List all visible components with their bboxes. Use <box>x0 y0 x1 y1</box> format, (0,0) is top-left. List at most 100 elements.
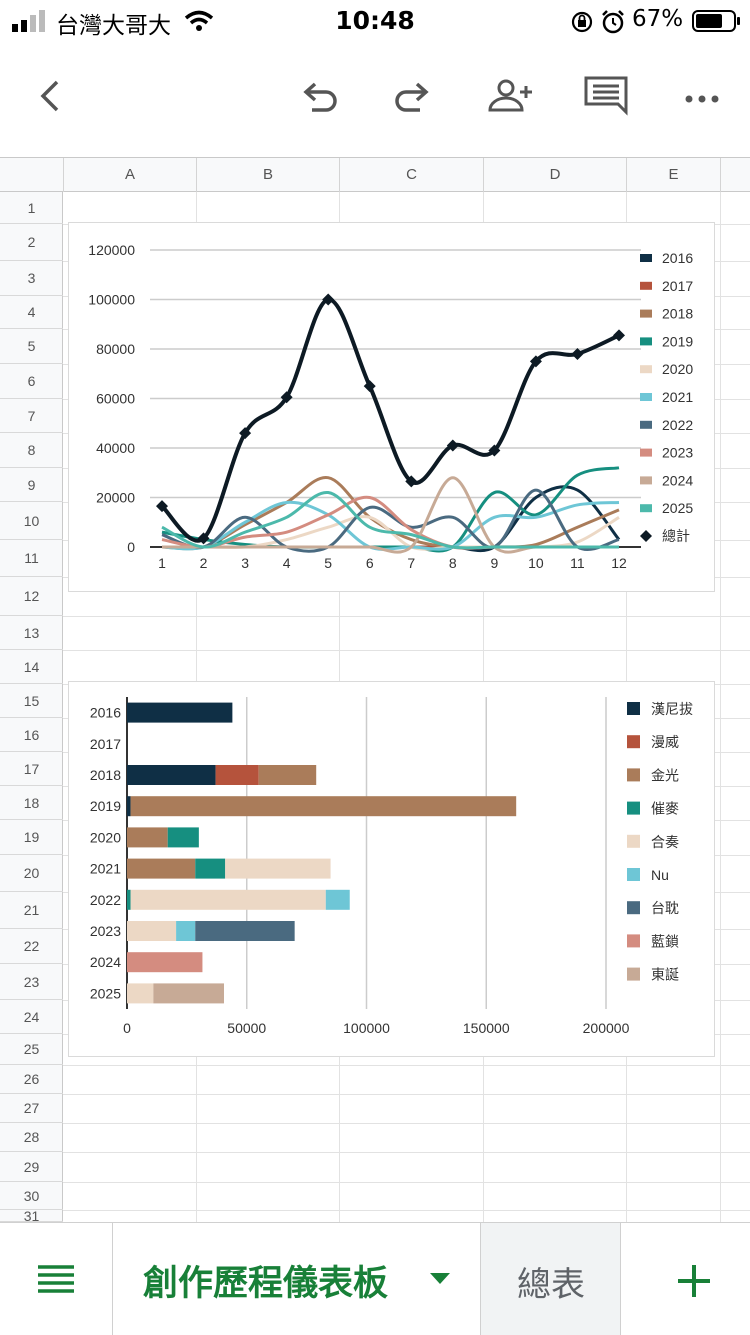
legend-label-漫威: 漫威 <box>651 734 679 750</box>
row-header-17[interactable]: 17 <box>0 752 63 786</box>
row-header-22[interactable]: 22 <box>0 929 63 964</box>
more-button[interactable] <box>672 66 732 126</box>
sheet-tab-bar: 創作歷程儀表板 總表 <box>0 1222 750 1335</box>
data-point-總計 <box>446 439 459 452</box>
row-header-6[interactable]: 6 <box>0 364 63 399</box>
bar-2016-漢尼拔 <box>127 702 233 723</box>
row-header-8[interactable]: 8 <box>0 433 63 468</box>
row-header-30[interactable]: 30 <box>0 1182 63 1210</box>
row-header-4[interactable]: 4 <box>0 296 63 329</box>
row-header-7[interactable]: 7 <box>0 399 63 433</box>
row-gridline <box>63 1065 750 1066</box>
row-header-2[interactable]: 2 <box>0 224 63 261</box>
x-tick-label: 10 <box>528 555 544 571</box>
row-gridline <box>63 616 750 617</box>
x-tick-label: 200000 <box>583 1020 630 1036</box>
share-button[interactable] <box>480 66 540 126</box>
column-header-e[interactable]: E <box>626 158 720 192</box>
row-header-1[interactable]: 1 <box>0 192 63 224</box>
bar-2023-合奏 <box>127 921 177 941</box>
legend-label-2017: 2017 <box>662 278 693 294</box>
legend-label-2022: 2022 <box>662 417 693 433</box>
bar-2019-漢尼拔 <box>127 796 131 817</box>
row-header-10[interactable]: 10 <box>0 502 63 540</box>
tab-summary[interactable]: 總表 <box>481 1223 621 1335</box>
data-point-總計 <box>197 532 210 545</box>
toolbar <box>0 44 750 157</box>
chevron-down-icon[interactable] <box>427 1269 453 1289</box>
column-header-f[interactable] <box>720 158 750 192</box>
sheet-list-button[interactable] <box>26 1253 86 1303</box>
select-all-corner[interactable] <box>0 158 63 192</box>
data-point-總計 <box>571 347 584 360</box>
row-header-26[interactable]: 26 <box>0 1065 63 1094</box>
row-header-23[interactable]: 23 <box>0 964 63 1000</box>
row-header-27[interactable]: 27 <box>0 1094 63 1123</box>
y-tick-label: 120000 <box>88 242 135 258</box>
legend-label-金光: 金光 <box>651 767 679 783</box>
data-point-總計 <box>529 355 542 368</box>
y-category-label: 2019 <box>90 798 121 814</box>
bar-chart[interactable]: 0 50000 100000 150000 200000 2016 2017 2018 2019… <box>68 681 715 1057</box>
redo-icon <box>395 82 429 112</box>
row-header-29[interactable]: 29 <box>0 1152 63 1182</box>
back-icon <box>40 80 59 112</box>
legend-label-台耽: 台耽 <box>651 900 679 916</box>
redo-button[interactable] <box>384 66 444 126</box>
legend-label-2019: 2019 <box>662 333 693 349</box>
row-header-11[interactable]: 11 <box>0 540 63 577</box>
legend-label-2016: 2016 <box>662 250 693 266</box>
row-header-28[interactable]: 28 <box>0 1123 63 1152</box>
column-header-a[interactable]: A <box>63 158 196 192</box>
row-header-14[interactable]: 14 <box>0 650 63 684</box>
bar-2018-漢尼拔 <box>127 765 216 785</box>
y-tick-label: 40000 <box>96 440 135 456</box>
add-sheet-icon <box>678 1265 710 1297</box>
legend-label-Nu: Nu <box>651 867 669 883</box>
legend-label-2025: 2025 <box>662 500 693 516</box>
row-header-3[interactable]: 3 <box>0 261 63 296</box>
column-header-d[interactable]: D <box>483 158 626 192</box>
row-header-25[interactable]: 25 <box>0 1034 63 1065</box>
column-header-b[interactable]: B <box>196 158 339 192</box>
row-header-5[interactable]: 5 <box>0 329 63 364</box>
row-header-21[interactable]: 21 <box>0 892 63 929</box>
y-category-label: 2023 <box>90 923 121 939</box>
bar-2021-合奏 <box>225 858 331 879</box>
row-header-24[interactable]: 24 <box>0 1000 63 1034</box>
x-tick-label: 1 <box>158 555 166 571</box>
row-header-12[interactable]: 12 <box>0 577 63 616</box>
undo-button[interactable] <box>288 66 348 126</box>
row-gridline <box>63 1152 750 1153</box>
spreadsheet-grid[interactable]: A B C D E 1 2 3 4 5 6 7 8 9 10 11 12 13 14 15 16 17 18 19 2… <box>0 157 750 1222</box>
line-chart[interactable]: 0 20000 40000 60000 80000 100000 120000 1 2 3 4 5 6 7… <box>68 222 715 592</box>
back-button[interactable] <box>22 66 82 126</box>
row-header-13[interactable]: 13 <box>0 616 63 650</box>
carrier-name: 台灣大哥大 <box>56 13 171 39</box>
row-header-20[interactable]: 20 <box>0 855 63 892</box>
add-sheet-button[interactable] <box>664 1251 724 1311</box>
legend-label-漢尼拔: 漢尼拔 <box>651 701 693 717</box>
bar-chart-canvas: 0 50000 100000 150000 200000 2016 2017 2018 2019… <box>90 697 693 1036</box>
row-header-bar: 1 2 3 4 5 6 7 8 9 10 11 12 13 14 15 16 17 18 19 20 21 22 23 24 2… <box>0 192 63 1222</box>
row-header-9[interactable]: 9 <box>0 468 63 502</box>
tab-dashboard[interactable]: 創作歷程儀表板 <box>112 1223 481 1335</box>
x-tick-label: 7 <box>407 555 415 571</box>
row-header-15[interactable]: 15 <box>0 684 63 718</box>
bar-2022-催麥 <box>127 889 131 910</box>
legend-marker-2019 <box>640 337 652 346</box>
column-header-bar: A B C D E <box>0 157 750 192</box>
legend-label-合奏: 合奏 <box>651 834 679 850</box>
row-header-31[interactable]: 31 <box>0 1209 63 1222</box>
legend-marker-總計 <box>640 530 652 542</box>
alarm-icon <box>602 10 624 34</box>
bar-2018-漫威 <box>215 765 259 785</box>
column-header-c[interactable]: C <box>339 158 483 192</box>
row-header-16[interactable]: 16 <box>0 718 63 752</box>
row-gridline <box>63 1123 750 1124</box>
comment-button[interactable] <box>576 66 636 126</box>
y-tick-label: 0 <box>127 539 135 555</box>
row-header-18[interactable]: 18 <box>0 786 63 820</box>
row-header-19[interactable]: 19 <box>0 820 63 855</box>
comment-icon <box>584 76 628 116</box>
